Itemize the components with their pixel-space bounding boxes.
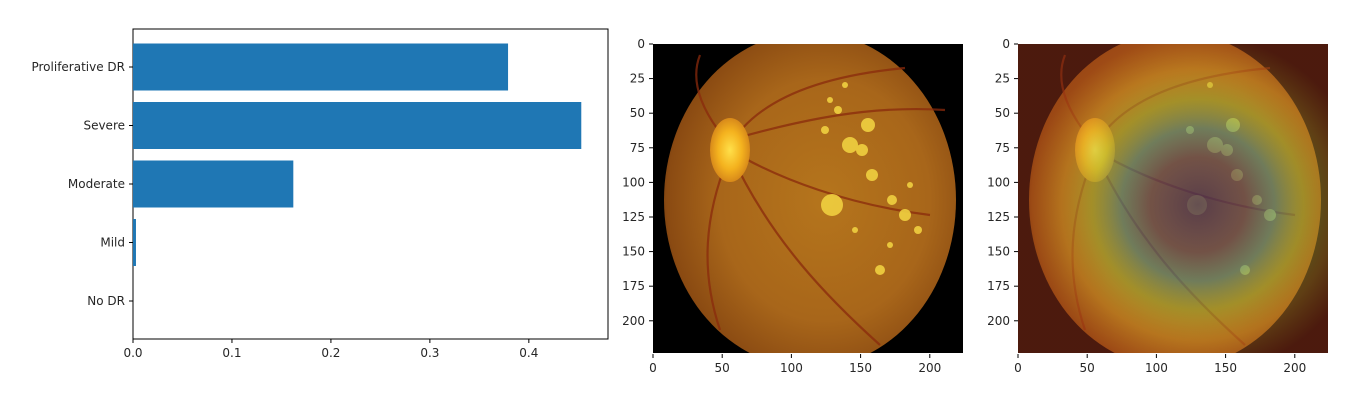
- fundus-image-panel: 0 50 100 150 200 0 25 50 75 100 125 150 175 200: [622, 37, 963, 375]
- x-tick-label: 0: [649, 361, 657, 375]
- y-tick-label: 175: [987, 279, 1010, 293]
- y-tick-label: 200: [622, 314, 645, 328]
- optic-disc: [710, 118, 750, 182]
- y-tick-label: 0: [637, 37, 645, 51]
- y-tick-label: 175: [622, 279, 645, 293]
- y-tick-label: 25: [630, 72, 645, 86]
- retina-fundus: [664, 44, 956, 353]
- y-tick-label: Severe: [83, 119, 125, 133]
- x-tick-label: 0.2: [321, 346, 340, 360]
- y-tick-label: Mild: [100, 236, 125, 250]
- heatmap-image-panel: 0 50 100 150 200 0 25 50 75 100 125 150 175 200: [987, 37, 1328, 375]
- x-tick-label: 200: [918, 361, 941, 375]
- y-tick-label: 200: [987, 314, 1010, 328]
- x-tick-label: 50: [1080, 361, 1095, 375]
- x-tick-label: 150: [1214, 361, 1237, 375]
- y-tick-label: Moderate: [68, 177, 125, 191]
- y-tick-label: 0: [1002, 37, 1010, 51]
- x-tick-label: 0.0: [123, 346, 142, 360]
- x-tick-label: 100: [780, 361, 803, 375]
- x-tick-label: 150: [849, 361, 872, 375]
- y-tick-label: 150: [987, 245, 1010, 259]
- y-tick-label: 100: [622, 175, 645, 189]
- y-tick-label: 125: [622, 210, 645, 224]
- y-tick-label: Proliferative DR: [31, 60, 125, 74]
- retinal-exudates: [821, 82, 922, 275]
- y-tick-label: 125: [987, 210, 1010, 224]
- y-tick-label: 25: [995, 72, 1010, 86]
- bar-moderate: [133, 160, 294, 208]
- bar-severe: [133, 102, 582, 149]
- y-tick-label: 150: [622, 245, 645, 259]
- heatmap-overlay: [1018, 44, 1328, 353]
- y-tick-label: 100: [987, 175, 1010, 189]
- y-tick-label: 75: [995, 141, 1010, 155]
- x-tick-label: 0.3: [420, 346, 439, 360]
- y-tick-label: 50: [995, 106, 1010, 120]
- x-tick-label: 0.1: [222, 346, 241, 360]
- x-tick-label: 200: [1283, 361, 1306, 375]
- y-tick-label: 75: [630, 141, 645, 155]
- x-tick-label: 50: [715, 361, 730, 375]
- y-tick-label: 50: [630, 106, 645, 120]
- bar-mild: [133, 219, 136, 266]
- y-tick-label: No DR: [87, 294, 125, 308]
- x-tick-label: 0.4: [519, 346, 538, 360]
- x-tick-label: 100: [1145, 361, 1168, 375]
- x-tick-label: 0: [1014, 361, 1022, 375]
- bar-proliferative-dr: [133, 43, 509, 91]
